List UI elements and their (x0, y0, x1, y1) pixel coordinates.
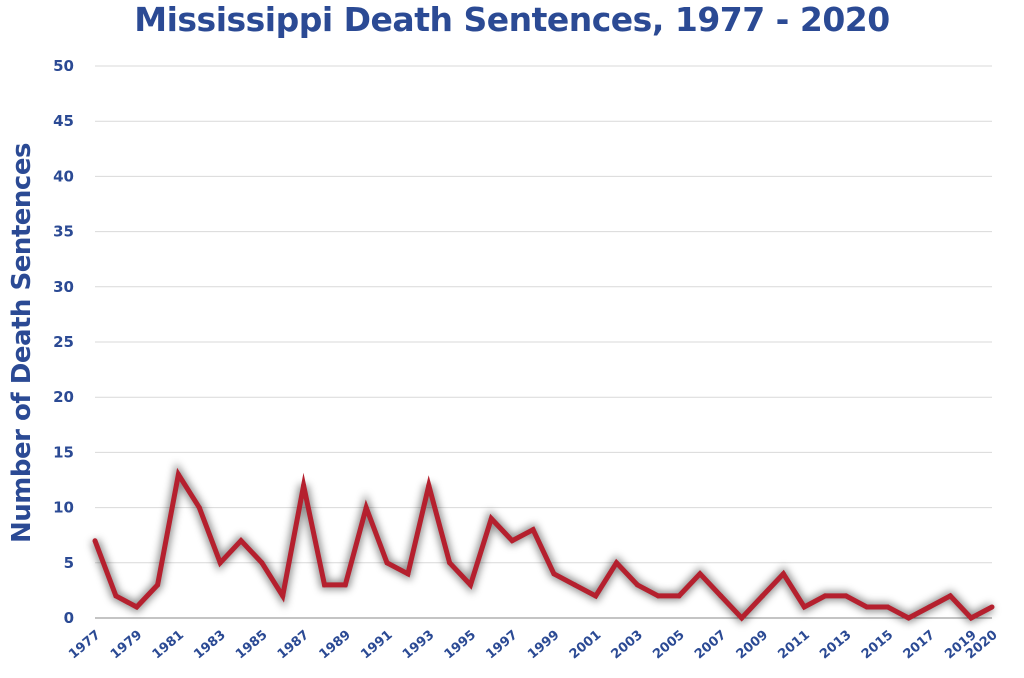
data-point (134, 604, 140, 610)
data-point (280, 593, 286, 599)
x-tick-label: 1989 (317, 628, 354, 663)
data-point (822, 593, 828, 599)
x-tick-label: 1983 (191, 628, 228, 663)
grid-lines (95, 65, 992, 619)
data-point (739, 615, 745, 621)
data-point (885, 604, 891, 610)
data-point (760, 593, 766, 599)
x-tick-label: 1981 (150, 628, 187, 663)
data-point (864, 604, 870, 610)
chart-title: Mississippi Death Sentences, 1977 - 2020 (134, 0, 890, 39)
x-tick-label: 2007 (692, 628, 729, 663)
y-tick-label: 10 (53, 499, 74, 517)
series-line (92, 467, 994, 622)
x-tick-label: 2013 (817, 628, 854, 663)
x-tick-label: 1985 (233, 628, 270, 663)
data-point (968, 615, 974, 621)
y-tick-label: 35 (53, 223, 74, 241)
y-tick-label: 0 (64, 609, 74, 627)
x-tick-label: 2005 (650, 628, 687, 663)
y-tick-label: 5 (64, 554, 74, 572)
data-point (801, 604, 807, 610)
data-point (509, 538, 515, 544)
data-point (363, 505, 369, 511)
data-point (780, 571, 786, 577)
data-point (405, 571, 411, 577)
data-point (906, 615, 912, 621)
data-point (593, 593, 599, 599)
data-point (467, 582, 473, 588)
y-tick-label: 30 (53, 278, 74, 296)
data-point (989, 604, 995, 610)
data-series (90, 462, 995, 625)
x-tick-label: 2011 (775, 628, 812, 663)
x-tick-label: 1977 (66, 628, 103, 663)
y-tick-label: 15 (53, 443, 74, 461)
y-tick-label: 45 (53, 112, 74, 130)
data-point (301, 483, 307, 489)
data-point (155, 582, 161, 588)
data-point (655, 593, 661, 599)
data-point (426, 483, 432, 489)
data-point (551, 571, 557, 577)
x-tick-label: 2001 (567, 628, 604, 663)
x-tick-label: 1995 (442, 628, 479, 663)
x-tick-label: 2003 (609, 628, 646, 663)
x-tick-label: 2015 (859, 628, 896, 663)
data-point (947, 593, 953, 599)
data-point (572, 582, 578, 588)
x-tick-label: 1997 (483, 628, 520, 663)
y-tick-label: 50 (53, 57, 74, 75)
x-tick-label: 1993 (400, 628, 437, 663)
data-point (384, 560, 390, 566)
data-point (488, 516, 494, 522)
x-tick-label: 1999 (525, 628, 562, 663)
data-point (196, 505, 202, 511)
data-point (175, 471, 181, 477)
data-point (259, 560, 265, 566)
data-point (447, 560, 453, 566)
x-tick-label: 1987 (275, 628, 312, 663)
y-tick-label: 20 (53, 388, 74, 406)
data-point (718, 593, 724, 599)
x-tick-labels: 1977 1979 1981 1983 1985 1987 1989 1991 1993 1995… (66, 628, 1000, 663)
data-point (676, 593, 682, 599)
data-point (926, 604, 932, 610)
x-tick-label: 1991 (358, 628, 395, 663)
data-point (321, 582, 327, 588)
x-tick-label: 2017 (901, 628, 938, 663)
data-point (530, 527, 536, 533)
data-point (92, 538, 98, 544)
y-tick-label: 40 (53, 167, 74, 185)
x-tick-label: 2009 (734, 628, 771, 663)
data-point (113, 593, 119, 599)
data-point (697, 571, 703, 577)
data-point (634, 582, 640, 588)
data-point (217, 560, 223, 566)
data-point (843, 593, 849, 599)
y-tick-label: 25 (53, 333, 74, 351)
data-point (342, 582, 348, 588)
data-point (614, 560, 620, 566)
x-tick-label: 1979 (108, 628, 145, 663)
y-tick-labels: 0 5 10 15 20 25 30 35 40 45 50 (53, 57, 74, 627)
data-point (238, 538, 244, 544)
